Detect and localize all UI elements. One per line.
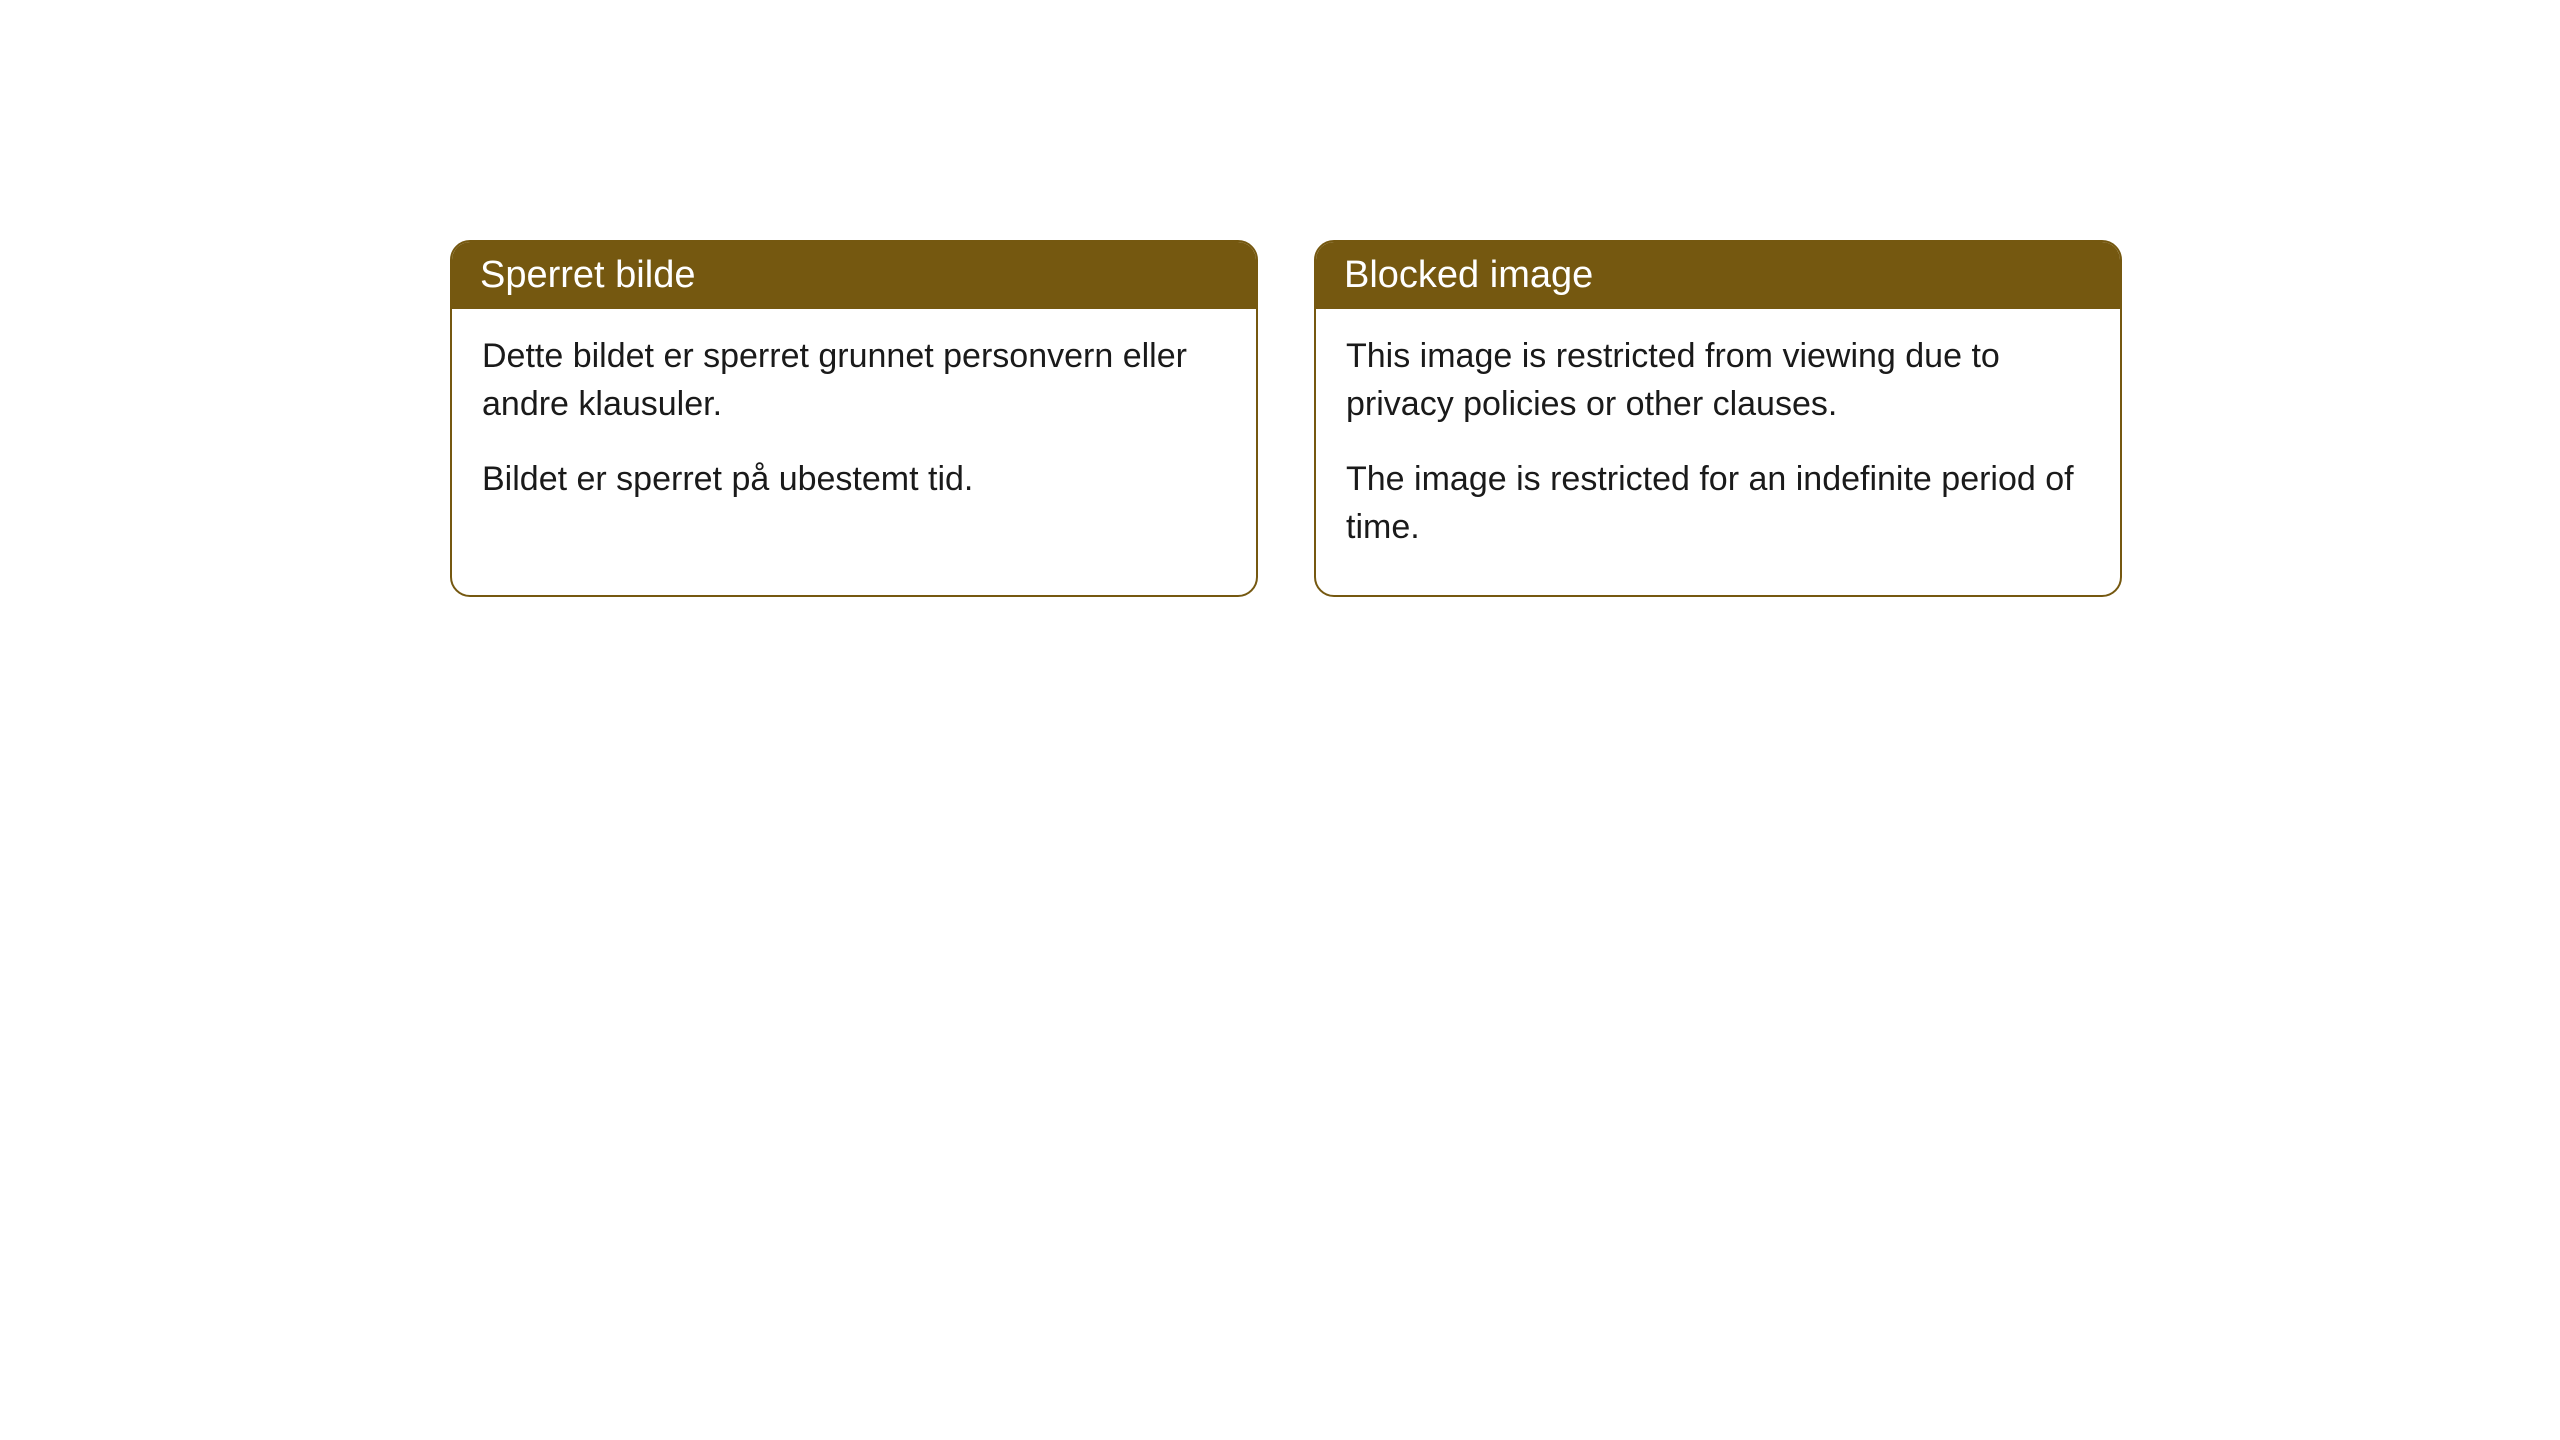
card-paragraph-2-english: The image is restricted for an indefinit… [1346, 456, 2090, 551]
card-title-english: Blocked image [1344, 254, 1593, 296]
blocked-image-card-english: Blocked image This image is restricted f… [1314, 240, 2122, 597]
notice-cards-container: Sperret bilde Dette bildet er sperret gr… [450, 240, 2560, 597]
card-header-english: Blocked image [1316, 242, 2120, 309]
card-title-norwegian: Sperret bilde [480, 254, 695, 296]
blocked-image-card-norwegian: Sperret bilde Dette bildet er sperret gr… [450, 240, 1258, 597]
card-paragraph-1-norwegian: Dette bildet er sperret grunnet personve… [482, 333, 1226, 428]
card-paragraph-1-english: This image is restricted from viewing du… [1346, 333, 2090, 428]
card-paragraph-2-norwegian: Bildet er sperret på ubestemt tid. [482, 456, 1226, 504]
card-body-norwegian: Dette bildet er sperret grunnet personve… [452, 309, 1256, 548]
card-body-english: This image is restricted from viewing du… [1316, 309, 2120, 595]
card-header-norwegian: Sperret bilde [452, 242, 1256, 309]
